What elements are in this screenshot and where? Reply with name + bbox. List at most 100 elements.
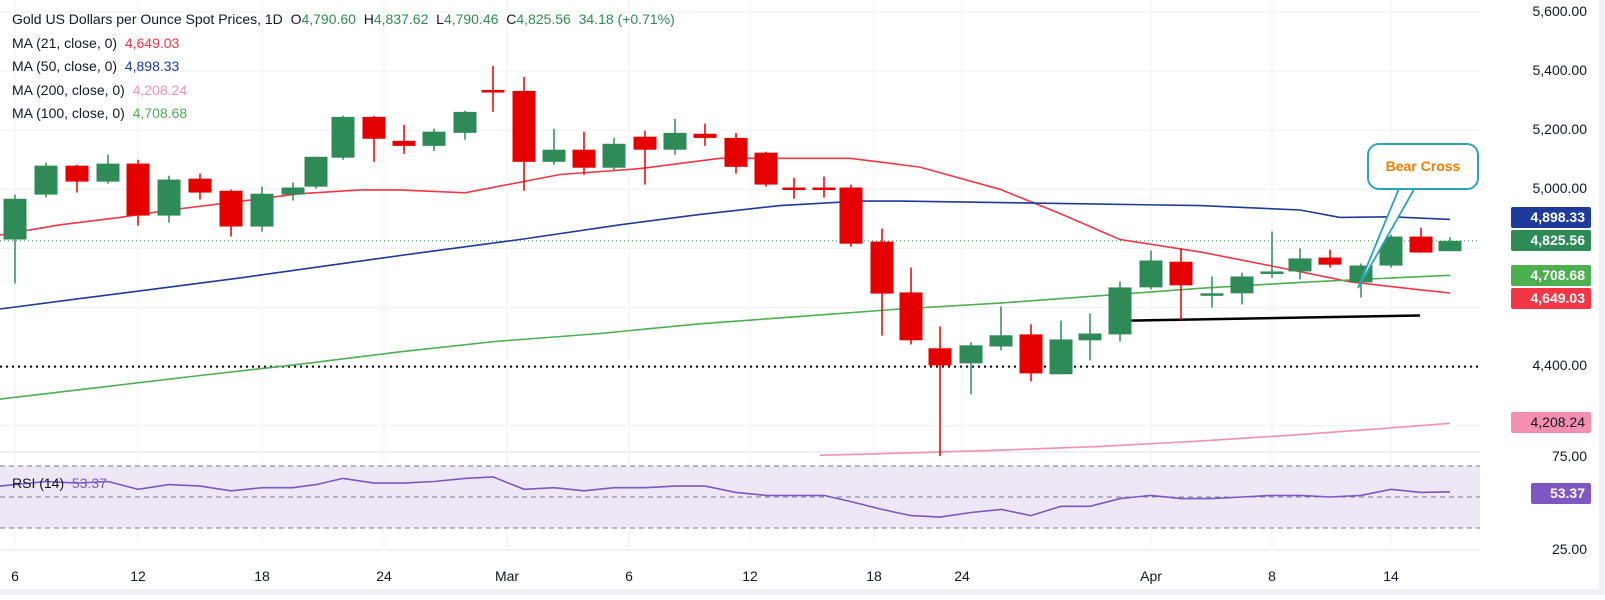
date-axis-label: Apr: [1140, 568, 1162, 584]
candle-body[interactable]: [928, 348, 952, 366]
symbol-ohlc-row: Gold US Dollars per Ounce Spot Prices, 1…: [12, 8, 675, 32]
bear-cross-annotation[interactable]: Bear Cross: [1367, 143, 1479, 190]
ma100-price-tag: 4,708.68: [1511, 265, 1591, 286]
rsi-legend[interactable]: RSI (14) 53.37: [12, 475, 107, 491]
candle-body[interactable]: [1169, 261, 1193, 286]
ma50-price-tag: 4,898.33: [1511, 207, 1591, 228]
ma-line-ma200[interactable]: [819, 422, 1451, 457]
candle-body[interactable]: [34, 165, 58, 195]
indicator-ma100[interactable]: MA (100, close, 0) 4,708.68: [12, 102, 675, 126]
ma-line-ma100[interactable]: [0, 274, 1451, 400]
candle-body[interactable]: [989, 335, 1013, 347]
candle-body[interactable]: [331, 116, 355, 158]
candle-body[interactable]: [1288, 258, 1312, 272]
ma-line-ma21[interactable]: [0, 157, 1451, 294]
candle-body[interactable]: [219, 190, 243, 227]
support-trendline[interactable]: [1119, 314, 1421, 323]
candle-body[interactable]: [724, 137, 748, 167]
indicator-value: 4,898.33: [124, 58, 180, 74]
candle-body[interactable]: [1230, 276, 1254, 294]
candle-body[interactable]: [633, 136, 657, 150]
candle-body[interactable]: [839, 187, 863, 244]
rsi-price-tag: 53.37: [1531, 483, 1591, 504]
candle-body[interactable]: [693, 133, 717, 138]
last-price-tag: 4,825.56: [1511, 230, 1591, 251]
price-axis-label: 5,400.00: [1532, 62, 1588, 78]
candle-body[interactable]: [1409, 236, 1433, 253]
candle-body[interactable]: [188, 178, 212, 193]
low-label: L: [436, 11, 444, 27]
change-value: 34.18 (+0.71%): [578, 11, 675, 27]
candle-body[interactable]: [663, 132, 687, 150]
symbol-title: Gold US Dollars per Ounce Spot Prices, 1…: [12, 11, 283, 27]
candle-body[interactable]: [453, 111, 477, 133]
candle-body[interactable]: [602, 143, 626, 168]
frame-border: [1599, 0, 1605, 595]
ma21-price-tag: 4,649.03: [1511, 288, 1591, 309]
candle-body[interactable]: [422, 131, 446, 146]
candle-body[interactable]: [1379, 236, 1403, 266]
candle-body[interactable]: [1200, 293, 1224, 296]
candle-body[interactable]: [754, 152, 778, 185]
candle-body[interactable]: [1049, 339, 1073, 375]
indicator-label: MA (100, close, 0): [12, 105, 125, 121]
candle-body[interactable]: [157, 179, 181, 216]
candle-body[interactable]: [870, 241, 894, 294]
candle-body[interactable]: [572, 149, 596, 168]
open-label: O: [290, 11, 302, 27]
indicator-ma21[interactable]: MA (21, close, 0) 4,649.03: [12, 32, 675, 56]
candle-body[interactable]: [512, 90, 536, 162]
candle-body[interactable]: [96, 163, 120, 182]
date-axis-label: 24: [376, 568, 392, 584]
indicator-value: 4,649.03: [124, 34, 180, 51]
open-value: 4,790.60: [301, 11, 356, 27]
candle-body[interactable]: [481, 90, 505, 93]
candle-body[interactable]: [1260, 271, 1284, 274]
close-label: C: [506, 11, 517, 27]
high-value: 4,837.62: [373, 11, 429, 27]
ma200-price-tag: 4,208.24: [1511, 412, 1591, 433]
candle-body[interactable]: [392, 140, 416, 146]
candle-body[interactable]: [1139, 260, 1163, 288]
candle-body[interactable]: [542, 149, 566, 162]
candle-body[interactable]: [1318, 257, 1342, 265]
price-axis-label: 5,600.00: [1532, 3, 1588, 19]
candle-body[interactable]: [250, 193, 274, 227]
candle-body[interactable]: [126, 163, 150, 216]
rsi-line[interactable]: [0, 476, 1451, 518]
close-value: 4,825.56: [516, 11, 571, 27]
rsi-label: RSI (14): [12, 475, 65, 491]
candle-body[interactable]: [281, 187, 305, 195]
candle-body[interactable]: [65, 165, 89, 182]
date-axis-label: 8: [1268, 568, 1276, 584]
date-axis-label: 18: [866, 568, 882, 584]
indicator-label: MA (50, close, 0): [12, 58, 118, 74]
candle-body[interactable]: [899, 292, 923, 341]
date-axis-label: 14: [1383, 568, 1399, 584]
candle-body[interactable]: [304, 156, 328, 187]
high-label: H: [363, 11, 374, 27]
indicator-label: MA (21, close, 0): [12, 34, 118, 51]
callout-pointer: [1357, 185, 1418, 289]
candle-body[interactable]: [1019, 334, 1043, 374]
ma-line-ma50[interactable]: [0, 200, 1451, 310]
candle-body[interactable]: [362, 116, 386, 139]
candle-body[interactable]: [812, 187, 836, 191]
candle-body[interactable]: [782, 187, 806, 191]
indicator-ma50[interactable]: MA (50, close, 0) 4,898.33: [12, 55, 675, 79]
price-axis-label: 5,000.00: [1532, 180, 1588, 196]
candle-body[interactable]: [1438, 240, 1462, 252]
candle-body[interactable]: [3, 198, 27, 240]
price-axis-label: 4,400.00: [1532, 357, 1588, 373]
candle-body[interactable]: [959, 345, 983, 364]
date-axis-label: Mar: [494, 568, 520, 584]
rsi-axis-label: 75.00: [1551, 448, 1587, 464]
rsi-axis-label: 25.00: [1551, 541, 1587, 557]
candle-body[interactable]: [1078, 333, 1102, 341]
frame-border: [0, 589, 1605, 595]
indicator-value: 4,208.24: [132, 81, 188, 98]
indicator-ma200[interactable]: MA (200, close, 0) 4,208.24: [12, 79, 675, 103]
candle-body[interactable]: [1108, 287, 1132, 335]
